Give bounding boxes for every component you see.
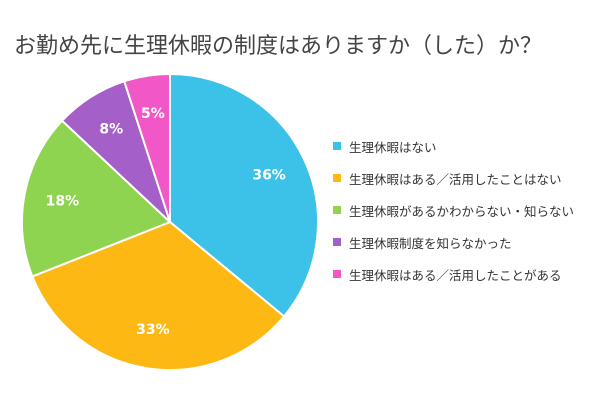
chart-legend: 生理休暇はない生理休暇はある／活用したことはない 生理休暇があるかわからない・知ら… (333, 130, 574, 290)
legend-label: 生理休暇があるかわからない・知らない (349, 203, 575, 219)
slice-value-label-5: 5% (141, 106, 165, 122)
slice-value-label-2: 33% (136, 322, 170, 338)
legend-swatch (333, 270, 341, 278)
pie-slice-3 (21, 119, 172, 278)
legend-item-5: 生理休暇はある／活用したことがある (333, 258, 574, 290)
slice-value-label-4: 8% (99, 122, 123, 138)
legend-item-3: 生理休暇があるかわからない・知らない (333, 194, 574, 226)
slice-value-label-3: 18% (46, 193, 80, 209)
legend-item-4: 生理休暇制度を知らなかった (333, 226, 574, 258)
pie-slice-2 (31, 220, 286, 371)
legend-label: 生理休暇はある／活用したことはない (349, 171, 562, 187)
pie-slice-5 (123, 72, 171, 223)
legend-swatch (333, 142, 341, 150)
legend-swatch (333, 238, 341, 246)
legend-item-2: 生理休暇はある／活用したことはない (333, 162, 574, 194)
legend-label: 生理休暇はない (349, 139, 437, 155)
slice-value-label-1: 36% (252, 167, 286, 183)
legend-swatch (333, 206, 341, 214)
pie-slice-1 (169, 72, 319, 318)
chart-title: お勤め先に生理休暇の制度はありますか（した）か？ (14, 34, 543, 59)
legend-item-1: 生理休暇はない (333, 130, 574, 162)
legend-label: 生理休暇制度を知らなかった (349, 235, 512, 251)
legend-swatch (333, 174, 341, 182)
legend-label: 生理休暇はある／活用したことがある (349, 267, 562, 283)
